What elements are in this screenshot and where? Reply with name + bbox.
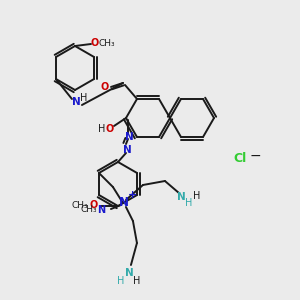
Text: H: H xyxy=(117,276,124,286)
Text: N: N xyxy=(123,145,131,155)
Text: N: N xyxy=(124,132,134,142)
Text: O: O xyxy=(91,38,99,48)
Text: Cl: Cl xyxy=(233,152,247,164)
Text: H: H xyxy=(185,198,193,208)
Text: N: N xyxy=(119,196,129,209)
Text: O: O xyxy=(106,124,114,134)
Text: O: O xyxy=(101,82,109,92)
Text: −: − xyxy=(249,149,261,163)
Text: H: H xyxy=(193,191,201,201)
Text: CH₃: CH₃ xyxy=(72,200,88,209)
Text: N: N xyxy=(72,97,80,107)
Text: N: N xyxy=(97,205,105,215)
Text: H: H xyxy=(98,124,106,134)
Text: O: O xyxy=(90,200,98,210)
Text: +: + xyxy=(128,190,138,200)
Text: CH₃: CH₃ xyxy=(99,38,115,47)
Text: N: N xyxy=(124,268,133,278)
Text: H: H xyxy=(80,93,88,103)
Text: H: H xyxy=(133,276,141,286)
Text: N: N xyxy=(177,192,185,202)
Text: CH₃: CH₃ xyxy=(81,206,97,214)
